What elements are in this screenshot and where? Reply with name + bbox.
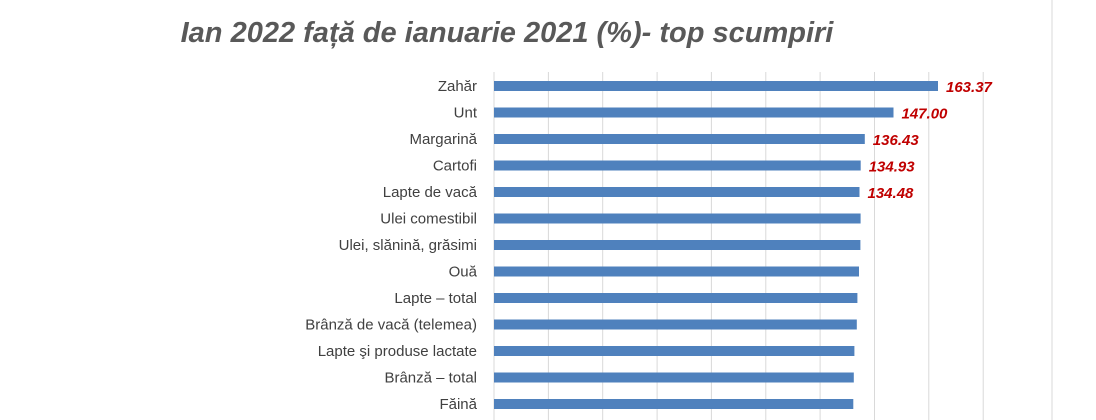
category-label: Brânză de vacă (telemea) [305,317,477,334]
bar [494,319,857,330]
category-label: Lapte – total [394,290,477,307]
category-label: Brânză – total [384,370,477,387]
bar [494,266,859,277]
data-label: 134.48 [868,185,915,202]
bar [494,293,858,303]
bar [494,346,855,356]
category-label: Făină [439,396,477,413]
category-label: Cartofi [433,158,477,175]
bar [494,399,854,409]
category-label: Margarină [409,131,477,148]
data-labels: 163.37 147.00 136.43 134.93 134.48 [868,79,993,202]
bar [494,213,861,224]
category-label: Zahăr [438,78,477,95]
category-label: Ulei, slănină, grăsimi [339,237,477,254]
category-label: Unt [454,105,478,122]
data-label: 147.00 [902,106,949,123]
bar [494,160,861,171]
bar [494,372,854,383]
bar [494,107,894,118]
category-label: Ouă [449,264,478,281]
chart-title: Ian 2022 față de ianuarie 2021 (%)- top … [181,17,835,49]
bar [494,81,938,91]
bar [494,134,865,144]
data-label: 134.93 [869,159,916,176]
bar [494,240,861,250]
category-label: Ulei comestibil [380,211,477,228]
data-label: 163.37 [946,79,993,96]
bars [494,81,938,409]
category-labels: Zahăr Unt Margarină Cartofi Lapte de vacă Ule… [305,78,478,413]
bar [494,187,860,197]
category-label: Lapte de vacă [383,184,478,201]
category-label: Lapte şi produse lactate [318,343,477,360]
data-label: 136.43 [873,132,920,149]
